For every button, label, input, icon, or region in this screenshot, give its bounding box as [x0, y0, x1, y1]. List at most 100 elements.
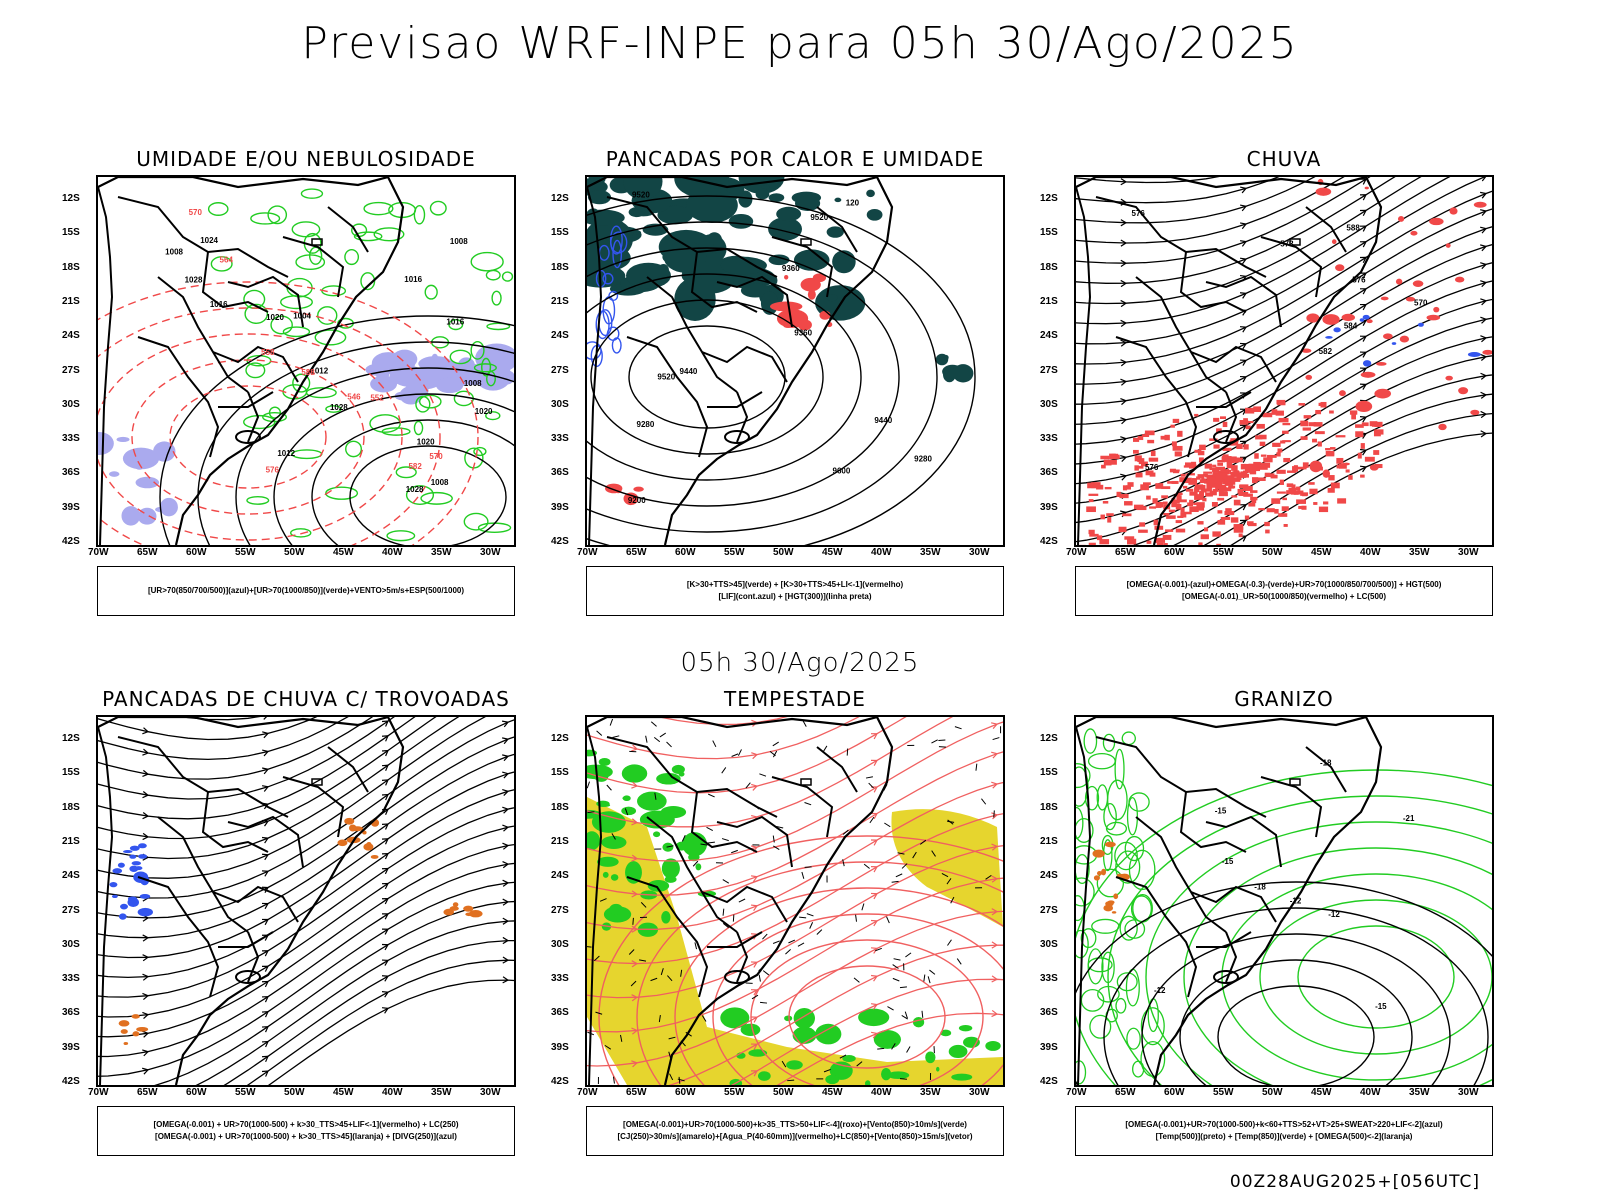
streamline-arrow [1359, 448, 1368, 456]
streamline [1133, 374, 1492, 545]
temp-850-contour [1115, 850, 1141, 884]
rain-area [1200, 534, 1209, 540]
country-border [227, 275, 304, 328]
contour-label: 1004 [293, 311, 311, 320]
instability-area [740, 283, 770, 298]
map-frame [585, 715, 1005, 1087]
streamline-arrow [1480, 430, 1488, 438]
contour-line [311, 419, 514, 545]
contour-label: 546 [347, 393, 361, 402]
rain-area [1147, 439, 1155, 444]
rain-area [1142, 434, 1150, 438]
streamline-arrow [1239, 375, 1248, 383]
country-border [716, 275, 793, 328]
rain-area [1177, 515, 1184, 519]
contour-line [587, 247, 900, 507]
rain-area [1278, 417, 1289, 423]
rain-area [1222, 454, 1229, 458]
rain-area [1312, 438, 1317, 443]
rain-area [1360, 371, 1376, 378]
rain-area [1231, 465, 1238, 471]
contour-line [1103, 907, 1489, 1085]
contour-line [587, 221, 938, 533]
country-border [626, 876, 709, 998]
reservoir [1289, 238, 1301, 246]
streamline-arrow [142, 934, 150, 942]
streamline [1230, 432, 1492, 545]
streamline-arrow [381, 1007, 390, 1014]
rain-area [1118, 526, 1127, 533]
rain-area [1203, 473, 1208, 477]
latitude-label: 36S [1040, 467, 1058, 479]
country-border [117, 736, 289, 818]
streamline [587, 717, 907, 794]
instability-area [674, 277, 716, 321]
latitude-label: 33S [551, 433, 569, 445]
rain-area [1119, 493, 1129, 499]
streamline [223, 939, 514, 1085]
temp-850-contour [1124, 835, 1145, 862]
wind-850-area [864, 1080, 871, 1085]
longitude-label: 50W [1262, 1087, 1283, 1098]
contour-line [1107, 795, 1492, 1085]
rain-area [1177, 499, 1187, 503]
rain-area [1309, 460, 1323, 473]
streamline [587, 845, 1003, 999]
run-id-footer: 00Z28AUG2025+[056UTC] [1229, 1172, 1480, 1192]
rain-area [1265, 529, 1270, 534]
streamline-arrow [1359, 241, 1367, 248]
country-border [1205, 815, 1282, 868]
streamline [98, 717, 416, 820]
country-border [736, 931, 749, 983]
rain-area [1322, 314, 1340, 325]
rain-area [1306, 313, 1320, 323]
wind-vector [620, 1034, 623, 1042]
wind-vector [604, 1044, 612, 1050]
lif-contour [608, 290, 619, 302]
rain-area [1279, 479, 1284, 485]
latitude-label: 42S [62, 536, 80, 547]
rain-area [1127, 482, 1134, 487]
rain-area [1205, 492, 1213, 497]
latitude-label: 24S [551, 870, 569, 882]
latitude-label: 21S [1040, 835, 1058, 847]
streamline-arrow [750, 989, 759, 996]
wind-850-area [958, 1025, 973, 1032]
country-border [247, 931, 260, 983]
rain-area [1254, 453, 1259, 459]
streamline-arrow [261, 965, 269, 972]
rain-area [1338, 463, 1347, 469]
lif-contour [587, 341, 602, 360]
streamline-arrow [1359, 416, 1368, 423]
country-border [1305, 206, 1347, 253]
wind-vector [893, 958, 901, 961]
rain-area [1215, 478, 1223, 485]
longitude-label: 70W [1066, 547, 1087, 558]
contour-line [636, 861, 1003, 1085]
temp-850-contour [1140, 1040, 1166, 1078]
rain-area [1260, 462, 1271, 468]
latitude-label: 18S [1040, 801, 1058, 813]
humidity-low-contour [244, 303, 269, 324]
humidity-low-contour [207, 202, 229, 216]
wind-vector [954, 726, 962, 730]
contour-label: 1020 [266, 313, 284, 322]
contour-label: 9280 [637, 420, 655, 429]
wind-850-area [597, 856, 619, 867]
temp-850-contour [1128, 849, 1156, 891]
rain-area [1282, 440, 1291, 443]
divergence-area [138, 843, 147, 849]
omega-500-area [1101, 868, 1107, 876]
rain-area [1433, 306, 1440, 313]
wind-vector [956, 958, 962, 965]
latitude-label: 42S [62, 1076, 80, 1087]
contour-line [712, 913, 1003, 1085]
wind-vector [842, 829, 849, 835]
streamline [1076, 177, 1451, 325]
wind-850-area [925, 1051, 936, 1064]
streamline-arrow [1480, 335, 1488, 343]
latitude-label: 12S [62, 193, 80, 204]
rain-area [1146, 495, 1151, 500]
rain-area [1144, 430, 1155, 436]
contour-label: -12 [1154, 986, 1166, 995]
